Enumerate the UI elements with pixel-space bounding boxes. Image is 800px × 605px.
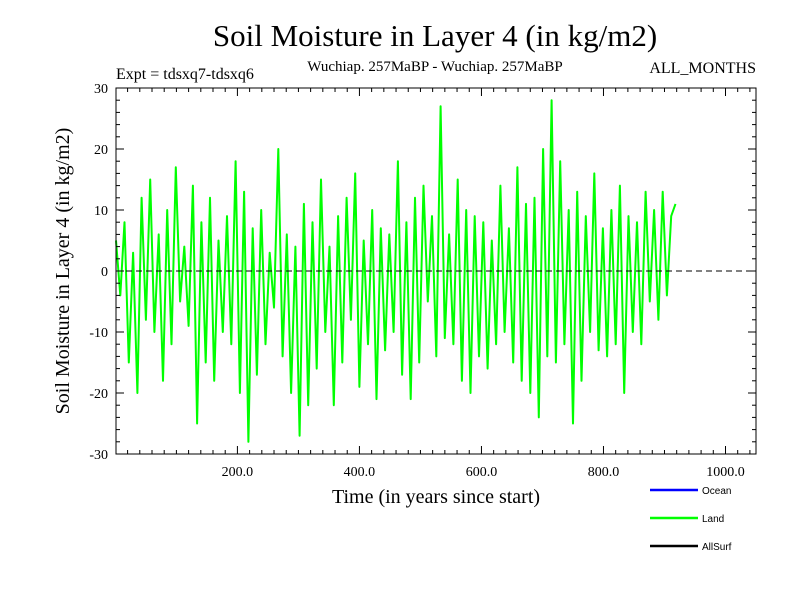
y-tick-label: 0 bbox=[101, 265, 108, 280]
experiment-label: Expt = tdsxq7-tdsxq6 bbox=[116, 66, 254, 83]
chart-title: Soil Moisture in Layer 4 (in kg/m2) bbox=[213, 18, 657, 53]
x-tick-label: 200.0 bbox=[222, 465, 254, 480]
months-label: ALL_MONTHS bbox=[649, 60, 756, 77]
y-tick-label: -10 bbox=[89, 326, 108, 341]
legend-ocean-label: Ocean bbox=[702, 486, 731, 497]
x-axis-label: Time (in years since start) bbox=[332, 486, 540, 508]
y-tick-label: 30 bbox=[94, 82, 108, 97]
legend: Ocean Land AllSurf bbox=[650, 486, 732, 553]
plot-frame bbox=[115, 87, 757, 455]
legend-land-label: Land bbox=[702, 514, 724, 525]
x-tick-label: 600.0 bbox=[466, 465, 498, 480]
y-tick-label: -30 bbox=[89, 448, 108, 463]
series-line-land bbox=[115, 99, 677, 443]
x-tick-label: 1000.0 bbox=[706, 465, 745, 480]
period-label: Wuchiap. 257MaBP - Wuchiap. 257MaBP bbox=[307, 59, 562, 75]
x-tick-label: 800.0 bbox=[588, 465, 620, 480]
y-tick-label: 20 bbox=[94, 143, 108, 158]
y-tick-label: -20 bbox=[89, 387, 108, 402]
legend-allsurf-label: AllSurf bbox=[702, 542, 732, 553]
x-tick-label: 400.0 bbox=[344, 465, 376, 480]
y-tick-label: 10 bbox=[94, 204, 108, 219]
y-axis-label: Soil Moisture in Layer 4 (in kg/m2) bbox=[52, 128, 74, 415]
